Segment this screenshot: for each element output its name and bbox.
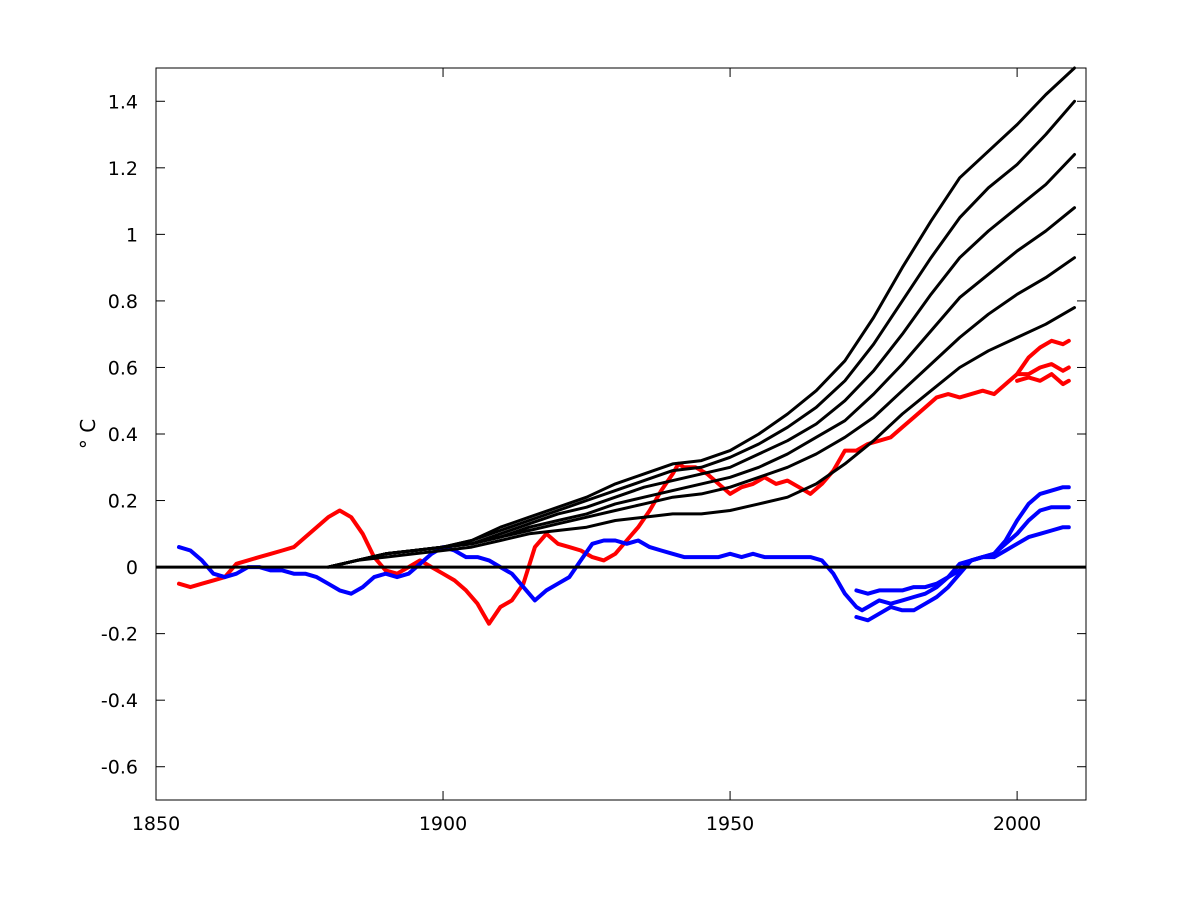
y-tick-label: -0.6 (101, 757, 138, 779)
y-tick-label: 0.6 (108, 357, 138, 379)
series-line-4 (177, 505, 1071, 613)
y-tick-label: 0.8 (108, 291, 138, 313)
y-tick-label: 0.2 (108, 491, 138, 513)
y-tick-label: -0.4 (101, 690, 138, 712)
y-tick-label: 0.4 (108, 424, 138, 446)
x-tick-label: 2000 (993, 813, 1041, 835)
y-tick-label: 1.4 (108, 91, 138, 113)
series-line-12 (326, 306, 1076, 569)
x-tick-label: 1900 (419, 813, 467, 835)
x-tick-label: 1850 (132, 813, 180, 835)
y-tick-label: 0 (126, 557, 138, 579)
series-line-11 (326, 256, 1076, 569)
y-tick-label: -0.2 (101, 624, 138, 646)
series-line-3 (1015, 372, 1071, 387)
series-line-1 (177, 362, 1071, 626)
y-tick-label: 1.2 (108, 158, 138, 180)
series-line-2 (1015, 338, 1071, 377)
y-tick-label: 1 (126, 224, 138, 246)
ticks-layer: 1850 1900 1950 2000 -0.6 -0.4 -0.2 0 0.2 0.4 0.6 0.… (101, 68, 1086, 835)
y-axis-label: ° C (76, 419, 100, 449)
x-tick-label: 1950 (706, 813, 754, 835)
